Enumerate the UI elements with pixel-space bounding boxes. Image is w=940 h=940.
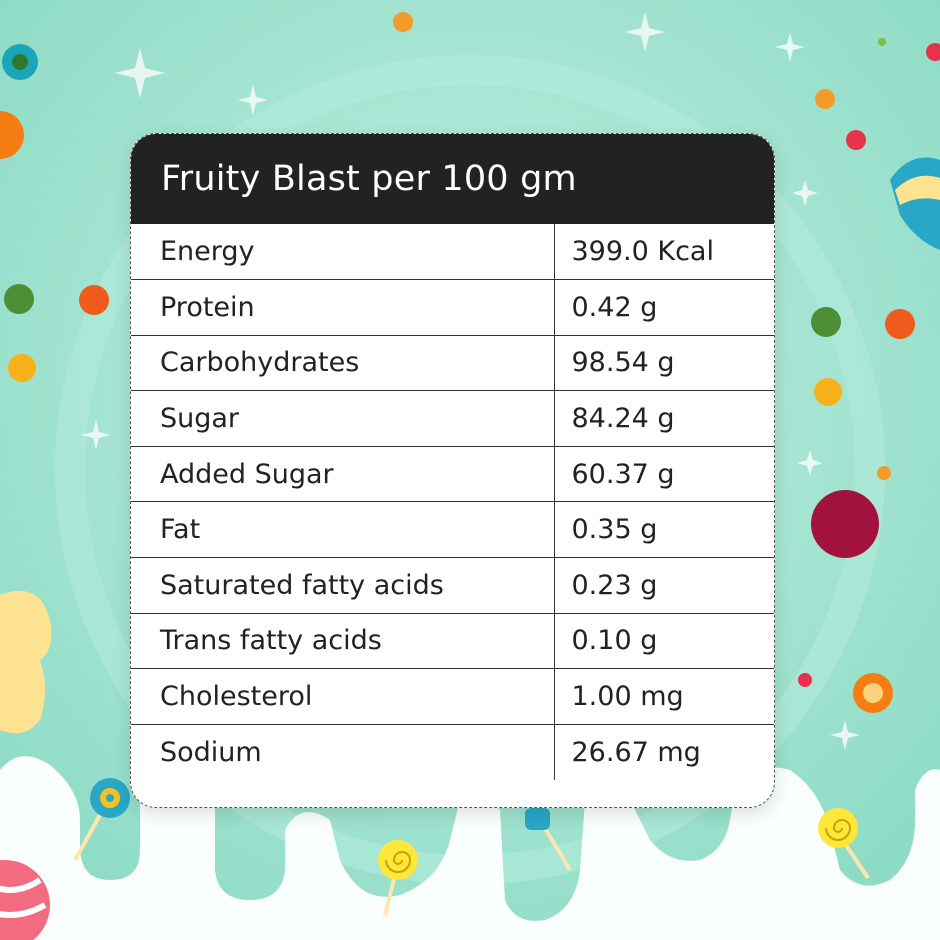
table-row: Trans fatty acids 0.10 g [131, 613, 774, 670]
nutrient-name: Trans fatty acids [131, 613, 555, 670]
lollipop-icon [525, 808, 572, 872]
lollipop-icon [378, 840, 418, 916]
nutrient-name: Cholesterol [131, 668, 555, 725]
swirl-candy-icon [890, 157, 940, 250]
nutrient-value: 0.10 g [554, 613, 774, 670]
nutrient-name: Fat [131, 501, 555, 559]
table-row: Added Sugar 60.37 g [131, 446, 774, 503]
table-row: Fat 0.35 g [131, 501, 774, 559]
nutrient-name: Sodium [131, 724, 555, 780]
table-row: Sugar 84.24 g [131, 390, 774, 447]
lollipop-icon [818, 808, 870, 880]
table-row: Sodium 26.67 mg [131, 724, 774, 780]
nutrition-card: Fruity Blast per 100 gm Energy 399.0 Kcal… [130, 133, 775, 808]
nutrient-value: 26.67 mg [571, 736, 701, 768]
card-title: Fruity Blast per 100 gm [131, 134, 774, 224]
sparkle-icon [81, 12, 860, 750]
nutrient-name: Added Sugar [131, 446, 555, 503]
nutrient-value: 84.24 g [554, 390, 774, 447]
nutrient-name: Energy [131, 224, 555, 281]
nutrient-value: 98.54 g [554, 335, 774, 392]
swirl-candy-icon [0, 860, 50, 940]
candy-ball-icon [2, 12, 940, 713]
nutrient-value: 0.42 g [554, 279, 774, 336]
nutrient-value: 60.37 g [554, 446, 774, 503]
nutrient-name: Saturated fatty acids [131, 557, 555, 614]
nutrient-value: 399.0 Kcal [554, 224, 774, 281]
table-row: Cholesterol 1.00 mg [131, 668, 774, 725]
table-row: Carbohydrates 98.54 g [131, 335, 774, 392]
gummy-bear-icon [0, 590, 52, 734]
table-row: Protein 0.42 g [131, 279, 774, 336]
drip-shape [0, 756, 940, 940]
nutrient-value: 1.00 mg [554, 668, 774, 725]
ring-candy-icon [0, 111, 24, 159]
nutrition-table: Energy 399.0 Kcal Protein 0.42 g Carbohydrat… [131, 224, 774, 780]
nutrient-name: Sugar [131, 390, 555, 447]
nutrient-name: Protein [131, 279, 555, 336]
table-row: Saturated fatty acids 0.23 g [131, 557, 774, 614]
table-row: Energy 399.0 Kcal [131, 224, 774, 281]
lollipop-icon [73, 778, 130, 861]
nutrient-name: Carbohydrates [131, 335, 555, 392]
nutrient-value: 0.23 g [554, 557, 774, 614]
nutrient-value: 0.35 g [554, 501, 774, 559]
